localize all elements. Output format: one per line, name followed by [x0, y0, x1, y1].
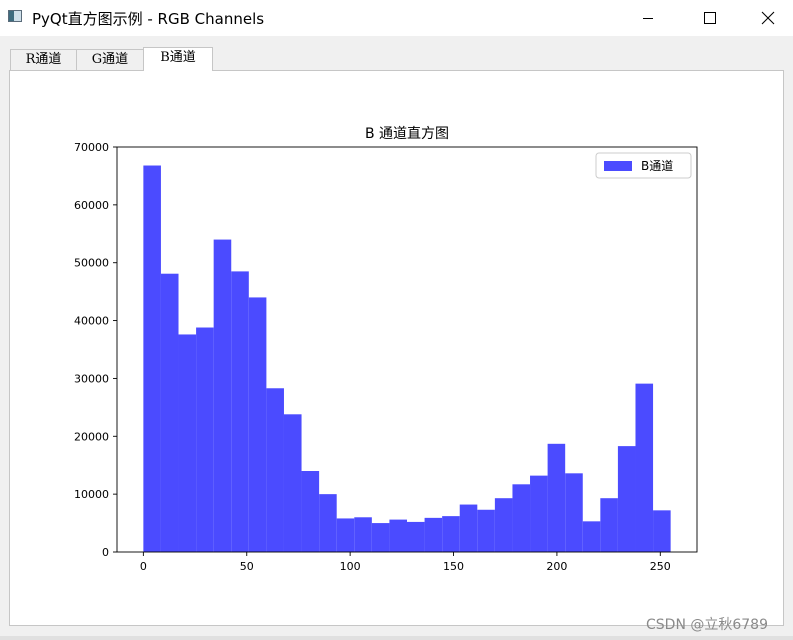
histogram-bar [442, 516, 460, 552]
histogram-bar [389, 519, 407, 552]
histogram-bar [354, 517, 372, 552]
histogram-bar [494, 498, 513, 552]
histogram-bar [213, 239, 232, 553]
histogram-bar [266, 388, 284, 552]
x-tick-label: 250 [650, 560, 671, 573]
histogram-bar [600, 498, 618, 552]
watermark-text: CSDN @立秋6789 [646, 617, 768, 633]
y-tick-label: 50000 [74, 257, 109, 270]
histogram-bar [336, 518, 355, 552]
window-title: PyQt直方图示例 - RGB Channels [32, 10, 265, 28]
histogram-bar [143, 165, 161, 552]
close-icon [761, 11, 775, 25]
histogram-bar [283, 414, 302, 552]
x-tick-label: 50 [240, 560, 254, 573]
x-tick-label: 100 [340, 560, 361, 573]
y-tick-label: 70000 [74, 141, 109, 154]
chart-title: B 通道直方图 [365, 125, 449, 142]
tab-label: G通道 [91, 52, 129, 67]
maximize-button[interactable] [687, 0, 733, 36]
minimize-button[interactable] [625, 0, 671, 36]
y-tick-label: 10000 [74, 488, 109, 501]
window-bottom-edge [0, 636, 793, 640]
histogram-bar [196, 327, 214, 552]
tab-r-channel[interactable]: R通道 [10, 49, 77, 70]
tab-label: B通道 [160, 50, 196, 65]
window-app-icon [8, 10, 22, 22]
y-tick-label: 20000 [74, 430, 109, 443]
tab-label: R通道 [25, 52, 62, 67]
minimize-icon [643, 18, 653, 19]
x-tick-label: 150 [443, 560, 464, 573]
histogram-bar [407, 521, 425, 552]
x-tick-label: 200 [546, 560, 567, 573]
legend-label: B通道 [641, 159, 673, 173]
y-tick-label: 30000 [74, 372, 109, 385]
y-tick-label: 40000 [74, 315, 109, 328]
legend-swatch [604, 161, 632, 171]
histogram-bar [371, 523, 390, 552]
histogram-bar [160, 273, 179, 552]
histogram-bar [512, 484, 531, 552]
y-tick-label: 0 [102, 546, 109, 559]
x-tick-label: 0 [140, 560, 147, 573]
tab-panel: 0 50 100 150 200 250 0 10000 20000 30000 40000 5000… [9, 70, 784, 626]
tab-g-channel[interactable]: G通道 [76, 49, 144, 70]
tab-b-channel[interactable]: B通道 [143, 47, 213, 71]
histogram-chart: 0 50 100 150 200 250 0 10000 20000 30000 40000 5000… [74, 125, 698, 573]
histogram-bar [547, 443, 566, 552]
histogram-bar [653, 510, 671, 552]
legend-box [595, 152, 692, 179]
histogram-bar [424, 517, 443, 552]
histogram-bar [635, 383, 654, 552]
histogram-bar [565, 473, 583, 552]
histogram-bar [178, 334, 197, 552]
histogram-bar [319, 494, 337, 552]
histogram-bar [530, 475, 548, 552]
plot-frame [116, 146, 698, 553]
close-button[interactable] [745, 0, 791, 36]
y-tick-label: 60000 [74, 199, 109, 212]
histogram-bar [301, 471, 320, 552]
histogram-bar [231, 271, 249, 552]
maximize-icon [704, 12, 716, 24]
histogram-bar [582, 521, 601, 552]
histogram-bar [477, 509, 495, 552]
title-bar: PyQt直方图示例 - RGB Channels [0, 0, 793, 36]
histogram-bar [459, 504, 478, 552]
histogram-bar [617, 446, 636, 552]
histogram-bar [248, 297, 267, 552]
